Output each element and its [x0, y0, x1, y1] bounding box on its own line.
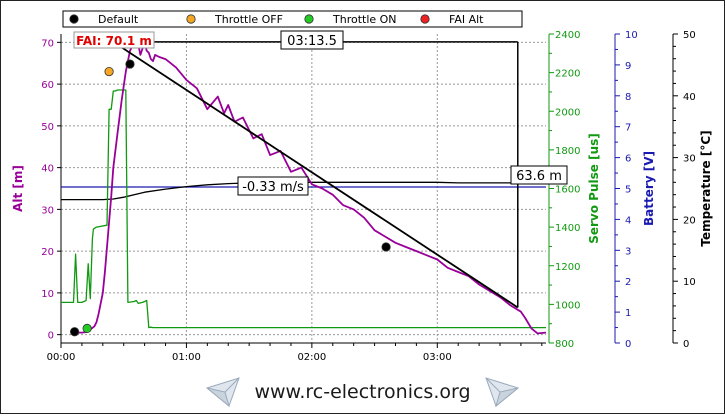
paper-plane-icon [205, 377, 240, 408]
site-url: www.rc-electronics.org [254, 381, 471, 403]
height-label-box [510, 165, 568, 185]
time-tick-label: 00:00 [47, 352, 76, 363]
alt-tick-label: 0 [48, 331, 54, 342]
alt-axis-label: Alt [m] [11, 165, 25, 212]
temperature-axis-label: Temperature [°C] [699, 130, 713, 246]
legend-label: Throttle ON [332, 13, 397, 26]
servo-tick-label: 1600 [555, 185, 580, 196]
paper-plane-icon [485, 377, 520, 408]
duration-label-box [280, 30, 344, 50]
alt-tick-label: 40 [41, 164, 54, 175]
battery-tick-label: 0 [625, 339, 631, 350]
legend-label: FAI Alt [449, 13, 484, 26]
servo-tick-label: 800 [555, 339, 574, 350]
legend-marker [420, 14, 430, 24]
servo-tick-label: 2400 [555, 30, 580, 41]
servo-axis-label: Servo Pulse [us] [587, 133, 601, 244]
fai-alt-label: FAI: 70.1 m [76, 34, 152, 48]
time-tick-label: 01:00 [172, 352, 201, 363]
slope-label-box [237, 176, 309, 196]
duration-label: 03:13.5 [287, 34, 337, 49]
legend-marker [304, 14, 314, 24]
legend-box [62, 10, 523, 28]
marker-default [69, 327, 80, 337]
temperature-tick-label: 50 [683, 30, 696, 41]
servo-tick-label: 2200 [555, 69, 580, 80]
alt-tick-label: 50 [41, 122, 54, 133]
battery-tick-label: 5 [625, 185, 631, 196]
servo-tick-label: 1000 [555, 300, 580, 311]
temperature-tick-label: 0 [683, 339, 689, 350]
legend-marker [69, 14, 79, 24]
legend-marker [186, 14, 196, 24]
temperature-tick-label: 30 [683, 154, 696, 165]
temperature-tick-label: 20 [683, 215, 696, 226]
temperature-tick-label: 10 [683, 277, 696, 288]
alt-tick-label: 30 [41, 205, 54, 216]
legend-label: Throttle OFF [214, 13, 283, 26]
battery-tick-label: 8 [625, 92, 631, 103]
alt-tick-label: 70 [41, 38, 54, 49]
temperature-tick-label: 40 [683, 92, 696, 103]
fai-alt-label-box [73, 31, 155, 49]
footer [0, 372, 725, 412]
battery-tick-label: 1 [625, 308, 631, 319]
alt-tick-label: 60 [41, 80, 54, 91]
marker-throttle-on [82, 323, 92, 333]
battery-tick-label: 6 [625, 154, 631, 165]
servo-tick-label: 2000 [555, 107, 580, 118]
battery-tick-label: 2 [625, 277, 631, 288]
marker-throttle-off [104, 66, 114, 77]
marker-default [381, 242, 391, 252]
slope-line [112, 41, 519, 309]
series-line-servo [61, 89, 546, 329]
battery-tick-label: 7 [625, 123, 631, 134]
time-tick-label: 02:00 [297, 352, 326, 363]
legend-label: Default [98, 13, 139, 26]
series-line-alt [71, 41, 547, 335]
marker-default [125, 59, 135, 69]
battery-tick-label: 10 [625, 30, 638, 41]
battery-axis-label: Battery [V] [642, 151, 656, 226]
servo-tick-label: 1400 [555, 223, 580, 234]
time-tick-label: 03:00 [423, 352, 452, 363]
battery-tick-label: 3 [625, 246, 631, 257]
battery-tick-label: 9 [625, 61, 631, 72]
slope-label: -0.33 m/s [242, 180, 304, 195]
height-label: 63.6 m [516, 169, 562, 184]
servo-tick-label: 1800 [555, 146, 580, 157]
servo-tick-label: 1200 [555, 262, 580, 273]
alt-tick-label: 10 [41, 289, 54, 300]
battery-tick-label: 4 [625, 215, 631, 226]
alt-tick-label: 20 [41, 247, 54, 258]
